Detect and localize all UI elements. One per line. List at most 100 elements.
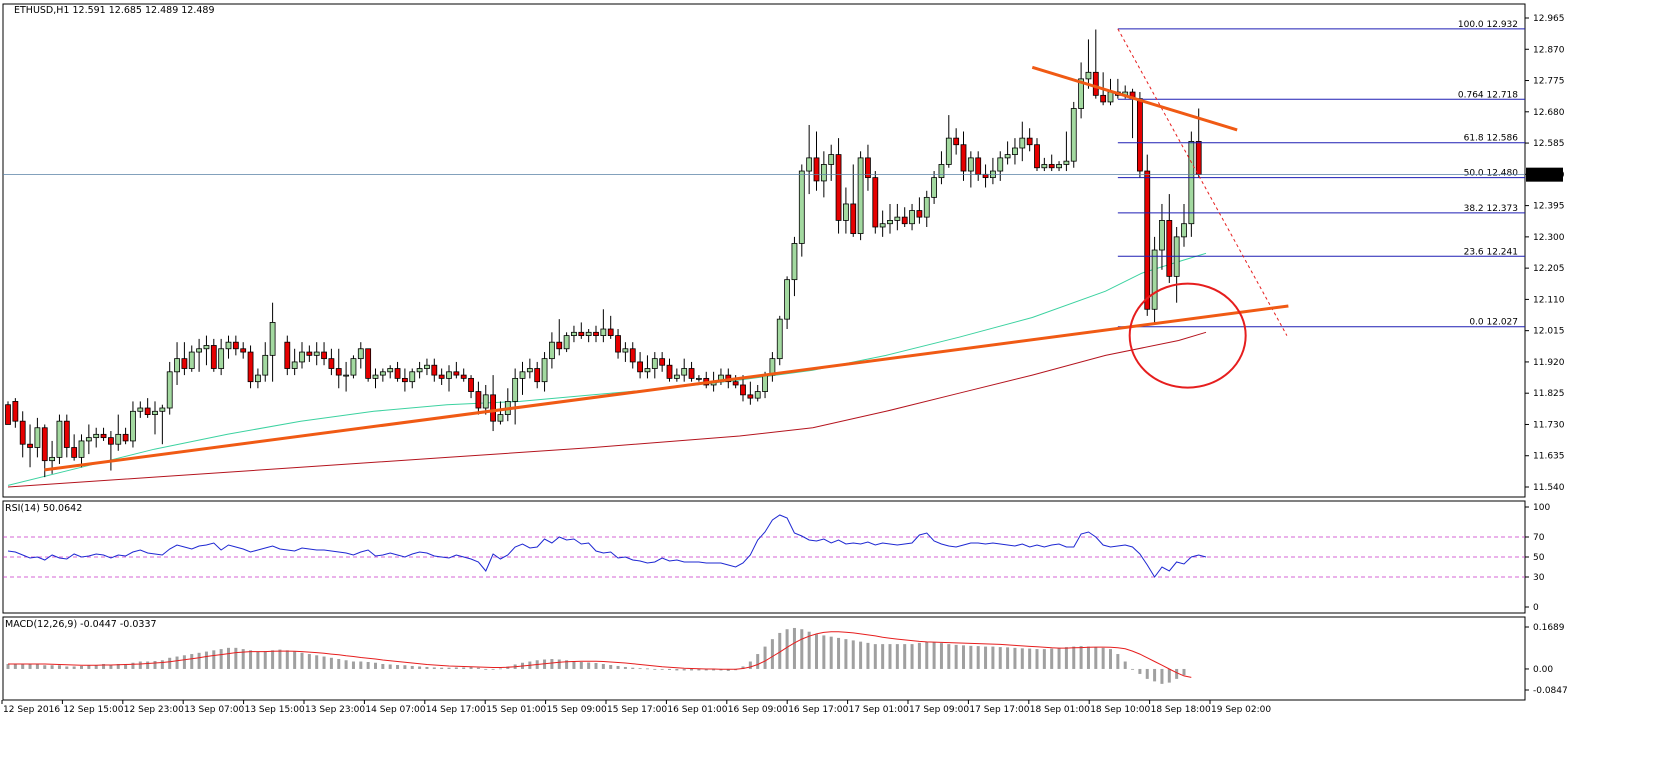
candle	[901, 207, 908, 227]
macd-histogram-bar	[991, 646, 995, 669]
macd-histogram-bar	[792, 627, 796, 669]
candle	[512, 368, 519, 425]
macd-histogram-bar	[190, 654, 194, 669]
macd-histogram-bar	[939, 643, 943, 669]
macd-histogram-bar	[763, 646, 767, 669]
rsi-axis-label: 0	[1533, 603, 1539, 613]
candle	[1012, 138, 1018, 165]
candle-body	[247, 351, 254, 383]
candle	[747, 381, 754, 405]
candle-body	[651, 358, 658, 369]
macd-histogram-bar	[72, 666, 76, 669]
candle	[1056, 161, 1062, 172]
candle-body	[754, 391, 761, 399]
macd-histogram-bar	[565, 660, 569, 669]
candle-body	[424, 364, 430, 369]
price-axis-label: 12.965	[1533, 14, 1565, 24]
macd-histogram-bar	[146, 661, 150, 669]
candle-body	[607, 328, 614, 337]
macd-panel-header: MACD(12,26,9) -0.0447 -0.0337	[5, 619, 157, 630]
candle-body	[357, 348, 364, 360]
candle	[379, 368, 386, 382]
candle	[659, 352, 666, 372]
macd-histogram-bar	[969, 645, 973, 669]
candle-body	[600, 328, 607, 337]
candle-body	[732, 381, 739, 386]
price-axis-label: 12.300	[1533, 233, 1565, 243]
candle	[284, 335, 291, 376]
candle-body	[975, 157, 982, 175]
candle	[218, 338, 225, 376]
candle-body	[1070, 108, 1077, 162]
macd-histogram-bar	[1079, 646, 1083, 669]
candle-body	[365, 348, 372, 379]
time-axis: 12 Sep 2016 12 Sep 15:00 12 Sep 23:00 13 Se…	[1, 699, 1525, 715]
candle	[335, 348, 342, 389]
candle	[1166, 194, 1173, 283]
macd-histogram-bar	[366, 662, 370, 669]
macd-histogram-bar	[682, 668, 686, 671]
candle-body	[931, 177, 937, 198]
macd-histogram-bar	[498, 668, 502, 670]
macd-histogram-bar	[285, 650, 289, 669]
macd-histogram-bar	[653, 668, 657, 670]
macd-histogram-bar	[1101, 647, 1105, 669]
candle-body	[806, 157, 813, 172]
price-axis-label: 12.585	[1533, 139, 1565, 149]
macd-histogram-bar	[962, 645, 965, 669]
candle-body	[63, 420, 70, 448]
candle-body	[828, 154, 835, 165]
candle-body	[967, 157, 974, 172]
macd-histogram-bar	[587, 662, 591, 669]
time-axis-label: 19 Sep 02:00	[1211, 705, 1271, 715]
candle-body	[188, 351, 195, 369]
candle-body	[916, 210, 923, 218]
candle	[41, 424, 48, 478]
candle	[1078, 62, 1084, 119]
candle-body	[100, 433, 107, 439]
candle	[563, 332, 570, 353]
candle	[644, 355, 651, 379]
macd-histogram-bar	[1153, 668, 1157, 682]
macd-histogram-bar	[337, 659, 341, 669]
candle-body	[299, 351, 305, 363]
candle	[629, 342, 636, 369]
candle-body	[784, 279, 790, 320]
candle-body	[762, 374, 768, 392]
candle-body	[379, 371, 386, 376]
candle	[688, 361, 695, 382]
candle-body	[1056, 164, 1062, 169]
macd-histogram-bar	[741, 666, 745, 669]
macd-histogram-bar	[1028, 648, 1032, 669]
candle-body	[813, 157, 820, 182]
macd-histogram-bar	[954, 644, 958, 669]
candle-body	[5, 404, 11, 425]
macd-histogram-bar	[425, 666, 429, 669]
macd-histogram-bar	[1182, 668, 1186, 676]
time-axis-label: 18 Sep 10:00	[1090, 705, 1150, 715]
candle-body	[122, 433, 129, 442]
candle	[1004, 141, 1011, 165]
time-axis-label: 17 Sep 09:00	[909, 705, 969, 715]
macd-histogram-bar	[491, 668, 495, 670]
macd-histogram-bar	[35, 663, 39, 669]
candle-body	[776, 318, 783, 360]
candle	[1159, 203, 1165, 270]
candle	[541, 352, 548, 392]
candle-body	[593, 331, 599, 337]
candle-body	[673, 374, 680, 379]
fibonacci-level-label: 61.8 12.586	[1464, 134, 1519, 144]
candle	[482, 384, 489, 415]
candle-body	[843, 203, 849, 221]
candle	[181, 342, 188, 376]
candle	[1144, 154, 1151, 316]
time-axis-label: 12 Sep 23:00	[124, 705, 184, 715]
candle	[497, 401, 504, 425]
candle-body	[1085, 71, 1092, 80]
macd-signal-line	[8, 631, 1192, 678]
rsi-panel: 100 70 50 30 0	[2, 500, 1550, 614]
candle-body	[901, 216, 908, 225]
price-axis-label: 11.920	[1533, 358, 1565, 368]
macd-histogram-bar	[668, 668, 671, 670]
time-axis-label: 13 Sep 23:00	[305, 705, 365, 715]
